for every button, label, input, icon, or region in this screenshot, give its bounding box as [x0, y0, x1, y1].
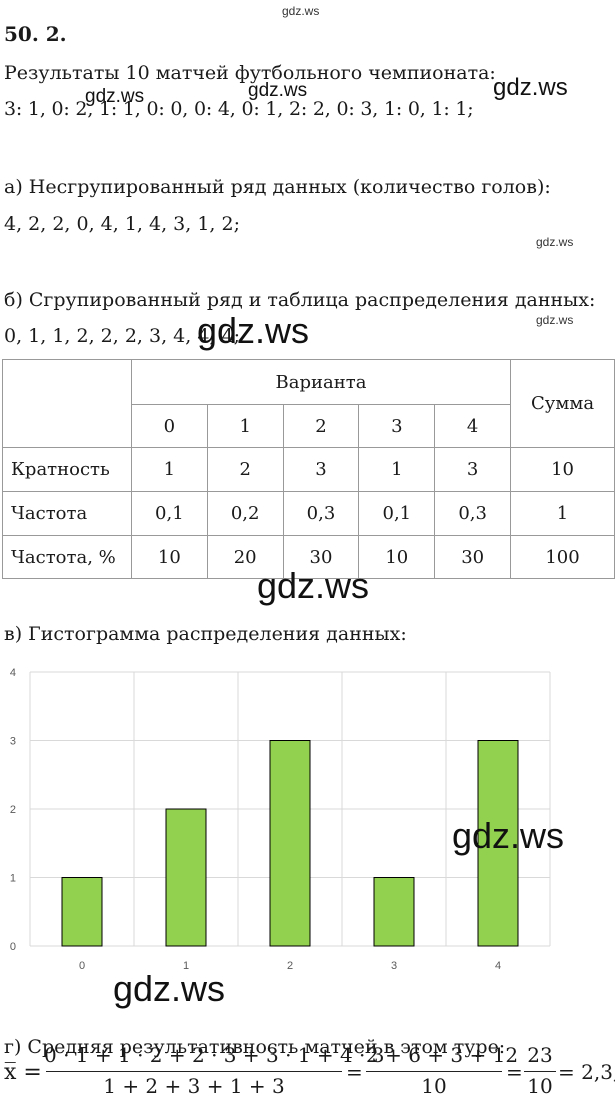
table-cell: 10	[358, 535, 436, 579]
equals-sign: =	[346, 1060, 363, 1084]
fraction-line	[46, 1071, 342, 1072]
sum-header: Сумма	[510, 359, 615, 448]
watermark: gdz.ws	[257, 565, 370, 606]
table-cell: 0,1	[130, 491, 208, 536]
distribution-table: Варианта Сумма 0 1 2 3 4 Кратность 1 2 3…	[2, 359, 615, 579]
part-b-data: 0, 1, 1, 2, 2, 2, 3, 4, 4, 4;	[4, 325, 240, 347]
watermark: gdz.ws	[282, 4, 320, 18]
table-cell: 0,2	[206, 491, 284, 536]
variant-value: 0	[130, 404, 208, 448]
y-tick-label: 4	[10, 667, 16, 679]
formula-numerator: 0 · 1 + 1 · 2 + 2 · 3 + 3 · 1 + 4 · 3	[44, 1043, 385, 1067]
part-v-title: в) Гистограмма распределения данных:	[4, 623, 407, 645]
table-cell: 10	[130, 535, 208, 579]
table-cell: 30	[434, 535, 512, 579]
watermark: gdz.ws	[536, 313, 574, 327]
formula-denominator: 10	[421, 1074, 447, 1098]
histogram-bar	[165, 808, 207, 947]
fraction-line	[524, 1071, 556, 1072]
formula-numerator: 2 + 6 + 3 + 12	[366, 1043, 519, 1067]
histogram-chart: 0 1 2 3 4 0 1 2 3 4	[10, 667, 551, 972]
equals-sign: =	[506, 1060, 523, 1084]
watermark: gdz.ws	[197, 310, 310, 351]
part-a-data: 4, 2, 2, 0, 4, 1, 4, 3, 1, 2;	[4, 213, 240, 235]
histogram-bar	[269, 740, 311, 947]
row-label: Кратность	[2, 447, 132, 492]
variant-value: 2	[282, 404, 360, 448]
table-cell: 1	[130, 447, 208, 492]
mean-result: = 2,3;	[558, 1060, 615, 1084]
table-cell: 0,3	[434, 491, 512, 536]
table-row: Частота 0,1 0,2 0,3 0,1 0,3 1	[2, 491, 615, 536]
variant-value: 4	[434, 404, 512, 448]
watermark: gdz.ws	[248, 80, 308, 101]
formula-denominator: 1 + 2 + 3 + 1 + 3	[103, 1074, 285, 1098]
watermark: gdz.ws	[113, 968, 226, 1009]
table-cell: 3	[282, 447, 360, 492]
part-b-title: б) Сгрупированный ряд и таблица распреде…	[4, 289, 596, 311]
histogram-bar	[61, 877, 103, 947]
sum-cell: 1	[510, 491, 615, 536]
variant-value: 3	[358, 404, 436, 448]
y-tick-label: 3	[10, 736, 16, 748]
match-scores: 3: 1, 0: 2, 1: 1, 0: 0, 0: 4, 0: 1, 2: 2…	[4, 98, 474, 120]
x-tick-label: 3	[391, 960, 397, 972]
sum-cell: 100	[510, 535, 615, 579]
formula-numerator: 23	[527, 1043, 553, 1067]
y-tick-label: 2	[10, 804, 16, 816]
exercise-number: 50. 2.	[4, 22, 67, 46]
watermark: gdz.ws	[452, 815, 565, 856]
x-tick-label: 4	[495, 960, 501, 972]
formula-denominator: 10	[527, 1074, 553, 1098]
table-cell: 1	[358, 447, 436, 492]
x-tick-label: 0	[79, 960, 85, 972]
histogram-bar	[373, 877, 415, 947]
table-cell: 0,1	[358, 491, 436, 536]
table-cell: 0,3	[282, 491, 360, 536]
histogram-bar	[477, 740, 519, 947]
y-tick-label: 0	[10, 941, 16, 953]
table-cell: 2	[206, 447, 284, 492]
fraction-line	[366, 1071, 502, 1072]
x-tick-label: 1	[183, 960, 189, 972]
mean-symbol: x̅ =	[4, 1060, 42, 1085]
watermark: gdz.ws	[536, 235, 574, 249]
row-label: Частота, %	[2, 535, 132, 579]
table-cell: 3	[434, 447, 512, 492]
watermark: gdz.ws	[493, 74, 568, 101]
part-g-title: г) Средняя результативность матчей в это…	[4, 1036, 506, 1058]
sum-cell: 10	[510, 447, 615, 492]
y-tick-label: 1	[10, 873, 16, 885]
variant-value: 1	[206, 404, 284, 448]
table-row: Кратность 1 2 3 1 3 10	[2, 447, 615, 492]
table-cell: 30	[282, 535, 360, 579]
x-tick-label: 2	[287, 960, 293, 972]
part-a-title: а) Несгрупированный ряд данных (количест…	[4, 176, 551, 198]
watermark: gdz.ws	[85, 86, 145, 107]
table-corner-cell	[2, 359, 132, 448]
row-label: Частота	[2, 491, 132, 536]
variant-header: Варианта	[130, 359, 512, 405]
intro-text: Результаты 10 матчей футбольного чемпион…	[4, 62, 496, 84]
table-row: Частота, % 10 20 30 10 30 100	[2, 535, 615, 579]
